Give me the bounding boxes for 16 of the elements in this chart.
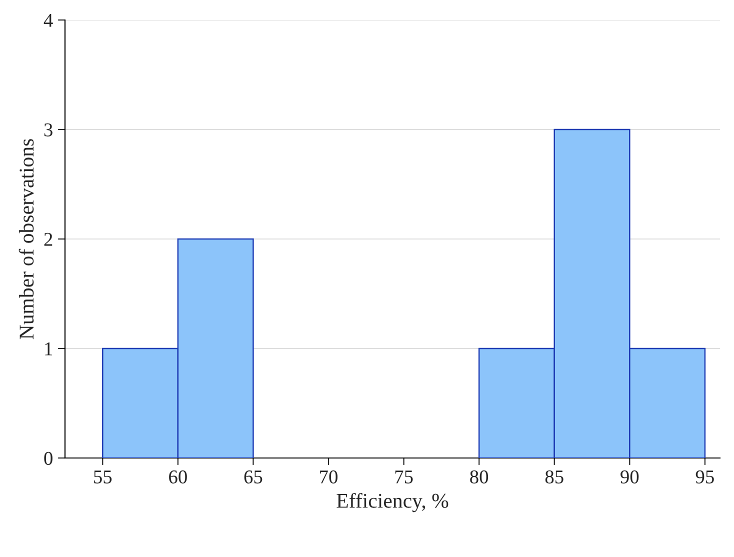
x-tick-label: 95 bbox=[696, 470, 714, 484]
x-tick-label: 90 bbox=[620, 470, 639, 484]
x-tick-label: 80 bbox=[470, 470, 488, 484]
x-tick-label: 85 bbox=[545, 470, 564, 484]
x-axis-title: Efficiency, % bbox=[336, 492, 448, 512]
x-tick-label: 60 bbox=[169, 470, 187, 484]
x-tick-label: 55 bbox=[94, 470, 112, 484]
y-tick-label: 2 bbox=[44, 232, 52, 246]
y-tick-label: 1 bbox=[45, 342, 52, 356]
x-tick-label: 75 bbox=[395, 470, 413, 484]
y-tick-label: 3 bbox=[44, 123, 52, 136]
y-tick-label: 4 bbox=[44, 14, 53, 27]
y-tick-label: 0 bbox=[44, 452, 52, 465]
x-tick-label: 65 bbox=[244, 470, 262, 484]
y-axis-title: Number of observations bbox=[18, 139, 34, 340]
x-tick-label: 70 bbox=[320, 470, 338, 484]
